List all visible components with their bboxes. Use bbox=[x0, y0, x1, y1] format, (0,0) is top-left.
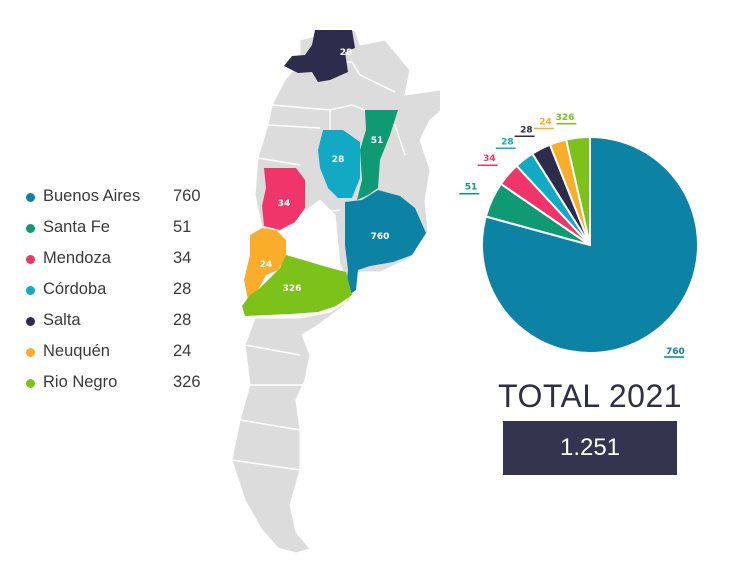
legend-swatch bbox=[26, 286, 35, 295]
legend-label: Santa Fe bbox=[43, 218, 110, 236]
pie-data-label: 326 bbox=[556, 113, 575, 123]
map-label-buenos-aires: 760 bbox=[371, 232, 390, 242]
legend-item: Córdoba 28 bbox=[26, 278, 216, 309]
legend-swatch bbox=[26, 193, 35, 202]
pie-data-label: 34 bbox=[483, 154, 496, 164]
legend-label: Mendoza bbox=[43, 249, 111, 267]
legend-swatch bbox=[26, 317, 35, 326]
pie-slice bbox=[564, 135, 591, 246]
legend-value: 24 bbox=[173, 342, 192, 360]
legend-label: Rio Negro bbox=[43, 373, 118, 391]
map-label-neuquen: 24 bbox=[260, 260, 273, 270]
pie-data-label: 24 bbox=[539, 118, 552, 128]
legend: Buenos Aires 760 Santa Fe 51 Mendoza 34 Córdob… bbox=[26, 185, 216, 402]
legend-item: Mendoza 34 bbox=[26, 247, 216, 278]
map-province-mendoza bbox=[262, 168, 305, 230]
legend-label: Salta bbox=[43, 311, 81, 329]
pie-chart: 760 51 34 28 28 24 326 bbox=[459, 113, 699, 358]
map-label-cordoba: 28 bbox=[332, 155, 345, 165]
map-province-neuquen bbox=[244, 228, 286, 300]
map-label-rio-negro: 326 bbox=[283, 284, 302, 294]
map-province-cordoba bbox=[318, 130, 360, 198]
map-province-salta bbox=[284, 30, 355, 82]
legend-label: Córdoba bbox=[43, 280, 107, 298]
legend-item: Rio Negro 326 bbox=[26, 371, 216, 402]
argentina-map: 28 51 28 34 760 24 326 bbox=[231, 29, 440, 554]
legend-label: Buenos Aires bbox=[43, 187, 141, 205]
legend-value: 28 bbox=[173, 280, 192, 298]
legend-value: 28 bbox=[173, 311, 192, 329]
map-label-salta: 28 bbox=[340, 48, 353, 58]
pie-data-label: 760 bbox=[666, 347, 685, 357]
legend-item: Santa Fe 51 bbox=[26, 216, 216, 247]
legend-value: 760 bbox=[173, 187, 201, 205]
legend-item: Buenos Aires 760 bbox=[26, 185, 216, 216]
pie-data-label: 51 bbox=[465, 183, 478, 193]
legend-swatch bbox=[26, 379, 35, 388]
pie-data-label: 28 bbox=[501, 137, 514, 147]
legend-swatch bbox=[26, 348, 35, 357]
map-province-buenos-aires bbox=[345, 190, 426, 298]
total-value: 1.251 bbox=[503, 421, 677, 475]
legend-item: Neuquén 24 bbox=[26, 340, 216, 371]
map-label-mendoza: 34 bbox=[278, 199, 291, 209]
legend-value: 326 bbox=[173, 373, 201, 391]
legend-item: Salta 28 bbox=[26, 309, 216, 340]
map-province-rio-negro bbox=[242, 255, 352, 316]
legend-swatch bbox=[26, 224, 35, 233]
legend-label: Neuquén bbox=[43, 342, 110, 360]
legend-value: 51 bbox=[173, 218, 192, 236]
map-province-santa-fe bbox=[357, 110, 398, 200]
legend-swatch bbox=[26, 255, 35, 264]
map-label-santa-fe: 51 bbox=[371, 136, 384, 146]
pie-data-label: 28 bbox=[520, 125, 533, 135]
legend-value: 34 bbox=[173, 249, 192, 267]
total-title: TOTAL 2021 bbox=[497, 378, 683, 414]
